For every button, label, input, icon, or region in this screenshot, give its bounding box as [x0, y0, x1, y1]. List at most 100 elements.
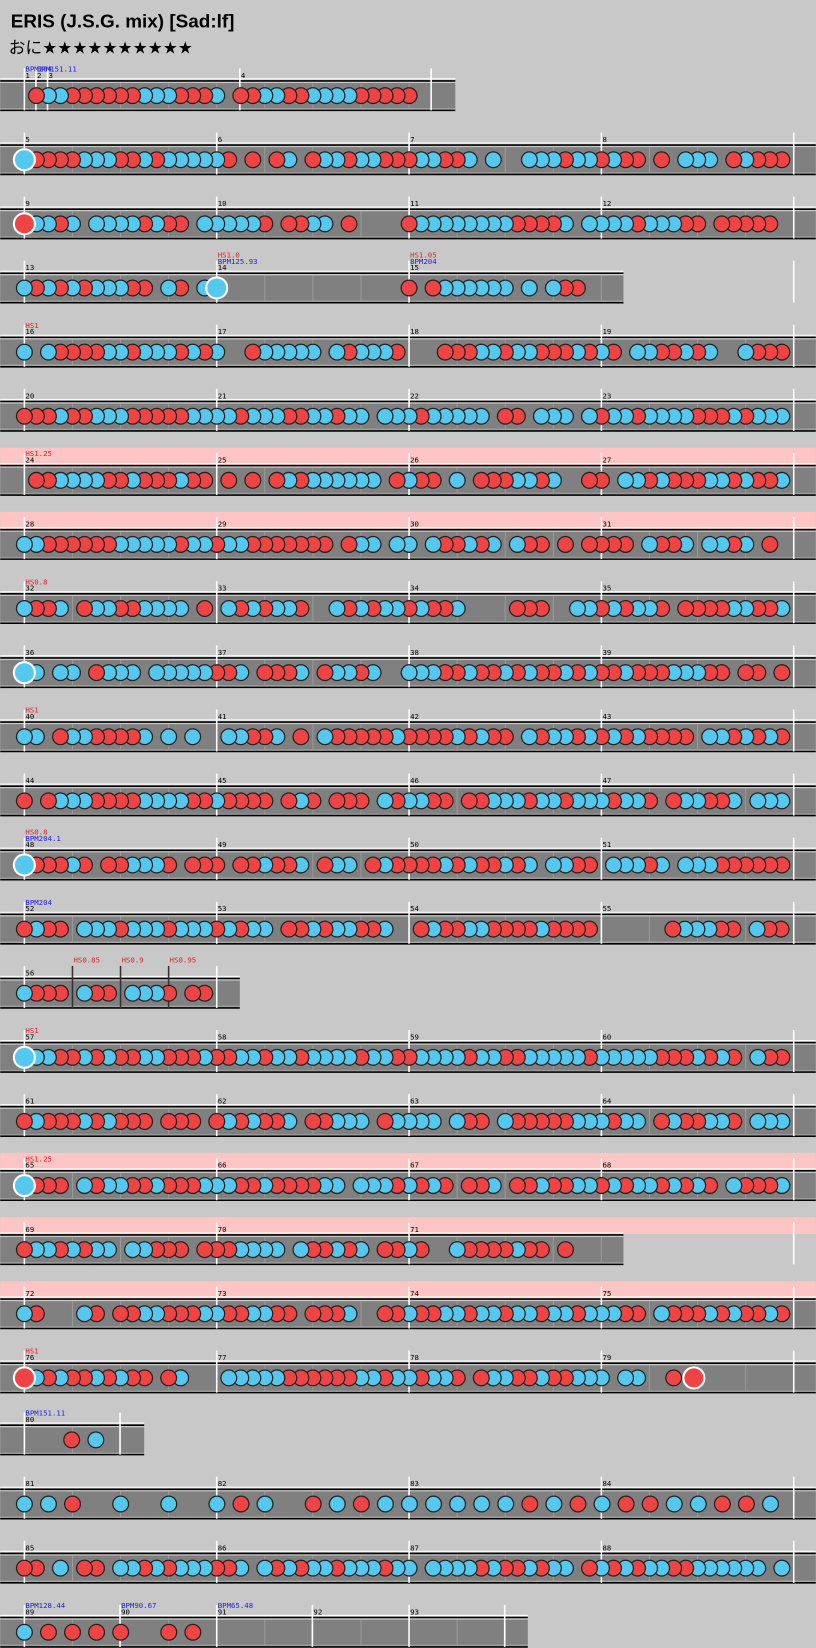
note [39, 792, 57, 810]
note [400, 1495, 418, 1513]
note [75, 1559, 94, 1577]
note [88, 215, 106, 233]
measure-number: 53 [218, 904, 227, 913]
measure-number: 73 [218, 1289, 227, 1298]
highlight-band [0, 1281, 816, 1299]
note [677, 600, 695, 618]
speed-label: HS0.8 [25, 828, 47, 837]
note [208, 1112, 226, 1130]
note [15, 407, 33, 425]
measure-number: 79 [602, 1353, 611, 1362]
note [641, 535, 659, 553]
measure-number: 63 [410, 1097, 419, 1106]
note [160, 728, 178, 746]
note [196, 1241, 214, 1259]
note [15, 600, 33, 618]
row: 81 82 83 84 [0, 1476, 816, 1520]
note [665, 1495, 683, 1513]
measure-number: 42 [410, 712, 419, 721]
note [304, 1495, 322, 1513]
note [64, 1495, 82, 1513]
note [773, 664, 791, 682]
note [749, 1048, 767, 1066]
note [448, 1241, 466, 1259]
note [75, 984, 94, 1002]
measure-number: 1 [25, 71, 29, 80]
note [545, 1495, 563, 1513]
speed-label: BPM151.11 [25, 1409, 65, 1418]
highlight-band [0, 511, 816, 529]
note [449, 1495, 467, 1513]
speed-label: HS0.95 [170, 956, 197, 965]
note [64, 1623, 82, 1641]
measure-number: 72 [25, 1289, 34, 1298]
note [664, 920, 682, 938]
measure-number: 15 [410, 263, 419, 272]
note [569, 1495, 587, 1513]
note [376, 1495, 394, 1513]
speed-label: BPM204 [25, 898, 52, 907]
note [617, 471, 635, 489]
note [521, 1495, 539, 1513]
note [15, 1112, 33, 1130]
big-note [682, 1366, 706, 1390]
measure-number: 4 [241, 71, 246, 80]
measure-number: 39 [602, 648, 611, 657]
measure-number: 35 [602, 584, 611, 593]
measure-number: 76 [25, 1353, 34, 1362]
note [15, 984, 33, 1002]
measure-number: 51 [602, 840, 611, 849]
measure-number: 22 [410, 391, 419, 400]
note [184, 856, 202, 874]
measure-number: 2 [37, 71, 41, 80]
measure-number: 21 [218, 391, 227, 400]
note [88, 664, 106, 682]
note [496, 1112, 514, 1130]
note [39, 1495, 57, 1513]
note [701, 535, 719, 553]
note [88, 1623, 106, 1641]
note [328, 1495, 346, 1513]
note [653, 1112, 671, 1130]
note [75, 1177, 94, 1195]
measure-number: 9 [25, 199, 29, 208]
note [749, 792, 767, 810]
measure-number: 81 [25, 1479, 34, 1488]
note [713, 215, 731, 233]
note [160, 1495, 178, 1513]
note [677, 151, 695, 169]
speed-label: HS1 [25, 321, 38, 330]
note [556, 1241, 574, 1259]
measure-number: 58 [218, 1032, 227, 1041]
measure-number: 62 [218, 1097, 227, 1106]
note [244, 471, 262, 489]
measure-number: 43 [602, 712, 611, 721]
measure-number: 38 [410, 648, 419, 657]
note [532, 407, 550, 425]
note [15, 1305, 33, 1323]
note [376, 1305, 394, 1323]
note [15, 728, 33, 746]
speed-label: HS1 [25, 1026, 38, 1035]
note [412, 920, 430, 938]
note [268, 471, 286, 489]
note [376, 1112, 394, 1130]
row: 5 6 7 8 [0, 132, 816, 176]
measure-number: 77 [218, 1353, 227, 1362]
note [580, 407, 599, 425]
measure-number: 45 [218, 776, 227, 785]
note [773, 1559, 791, 1577]
note [629, 343, 647, 361]
measure-number: 61 [25, 1097, 34, 1106]
measure-number: 31 [602, 520, 611, 529]
measure-number: 8 [602, 135, 606, 144]
measure-number: 10 [218, 199, 227, 208]
note [220, 600, 238, 618]
row: 28 29 30 31 [0, 511, 816, 560]
note [520, 728, 538, 746]
speed-label: BPM65.48 [218, 1601, 253, 1610]
measure-number: 6 [218, 135, 222, 144]
note [256, 1495, 274, 1513]
